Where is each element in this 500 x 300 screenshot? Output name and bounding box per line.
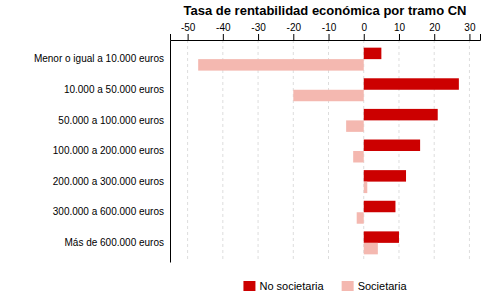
category-tick: 50.000 a 100.000 euros xyxy=(58,115,164,126)
tick-mark xyxy=(293,34,294,40)
legend-label: Societaria xyxy=(358,280,408,292)
legend-swatch xyxy=(243,281,255,291)
tick-mark xyxy=(364,34,365,40)
tick-label: 20 xyxy=(429,22,441,33)
tick-label: -10 xyxy=(322,22,337,33)
bar xyxy=(353,151,364,162)
tick: -20 xyxy=(287,22,302,40)
grid-line xyxy=(328,40,329,262)
tick-label: -20 xyxy=(287,22,302,33)
grid-line xyxy=(187,40,188,262)
tick: -50 xyxy=(181,22,196,40)
bar xyxy=(364,170,406,181)
category-label: 50.000 a 100.000 euros xyxy=(58,115,164,126)
tick-mark xyxy=(188,34,189,40)
category-label: 300.000 a 600.000 euros xyxy=(53,206,164,217)
tick-label: -30 xyxy=(251,22,266,33)
legend: No societaria Societaria xyxy=(243,280,407,292)
category-tick: 200.000 a 300.000 euros xyxy=(53,176,164,187)
bar xyxy=(364,201,396,212)
category-axis: Menor o igual a 10.000 euros 10.000 a 50.… xyxy=(34,41,171,263)
legend-item: No societaria xyxy=(243,280,324,292)
category-axis-line xyxy=(170,41,171,263)
category-tick: Menor o igual a 10.000 euros xyxy=(34,53,164,64)
category-label: 200.000 a 300.000 euros xyxy=(53,176,164,187)
grid-line xyxy=(258,40,259,262)
tick-mark xyxy=(434,34,435,40)
grid-line xyxy=(434,40,435,262)
bar xyxy=(364,182,368,193)
tick: 10 xyxy=(394,22,406,40)
bar xyxy=(293,90,363,101)
tick-label: -40 xyxy=(216,22,231,33)
tick-label: 10 xyxy=(394,22,406,33)
chart: Tasa de rentabilidad económica por tramo… xyxy=(0,0,500,300)
tick-mark xyxy=(258,34,259,40)
bar xyxy=(364,78,459,89)
series xyxy=(364,48,459,243)
bar xyxy=(357,212,364,223)
tick: 20 xyxy=(429,22,441,40)
bar xyxy=(364,48,382,59)
bar xyxy=(364,109,438,120)
tick-mark xyxy=(469,34,470,40)
grid-line xyxy=(293,40,294,262)
tick-mark xyxy=(399,34,400,40)
tick-mark xyxy=(223,34,224,40)
category-tick: 100.000 a 200.000 euros xyxy=(53,145,164,156)
bar xyxy=(198,59,364,70)
bars xyxy=(198,48,459,255)
bar xyxy=(364,140,420,151)
legend-label: No societaria xyxy=(259,280,324,292)
tick: -40 xyxy=(216,22,231,40)
tick: -10 xyxy=(322,22,337,40)
category-label: Más de 600.000 euros xyxy=(64,237,164,248)
tick-label: 0 xyxy=(361,22,367,33)
legend-swatch xyxy=(342,281,354,291)
value-axis: -50 -40 -30 -20 -10 0 10 20 30 xyxy=(171,22,481,41)
tick-label: -50 xyxy=(181,22,196,33)
series xyxy=(198,59,378,254)
grid xyxy=(188,40,470,262)
grid-line xyxy=(222,40,223,262)
bar xyxy=(364,243,378,254)
category-tick: 300.000 a 600.000 euros xyxy=(53,206,164,217)
tick-mark xyxy=(329,34,330,40)
category-label: 100.000 a 200.000 euros xyxy=(53,145,164,156)
bar xyxy=(346,120,364,131)
value-axis-line xyxy=(171,34,481,41)
category-tick: 10.000 a 50.000 euros xyxy=(64,84,164,95)
category-label: 10.000 a 50.000 euros xyxy=(64,84,164,95)
category-tick: Más de 600.000 euros xyxy=(64,237,164,248)
tick: -30 xyxy=(251,22,266,40)
tick-label: 30 xyxy=(464,22,476,33)
tick: 30 xyxy=(464,22,476,40)
legend-item: Societaria xyxy=(342,280,408,292)
bar xyxy=(364,231,399,242)
category-label: Menor o igual a 10.000 euros xyxy=(34,53,164,64)
tick: 0 xyxy=(361,22,367,40)
grid-line xyxy=(469,40,470,262)
title: Tasa de rentabilidad económica por tramo… xyxy=(184,3,467,18)
